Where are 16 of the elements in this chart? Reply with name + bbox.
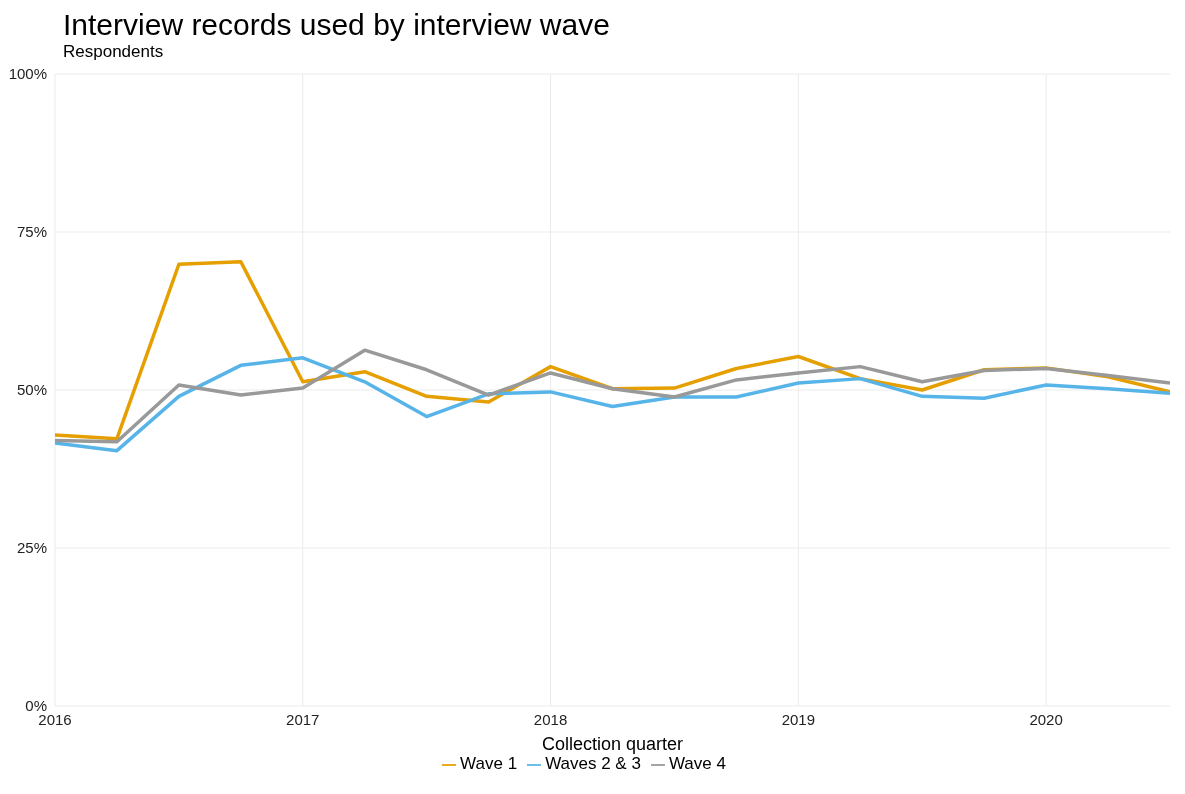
y-tick-label: 100% [8,65,47,83]
legend-label: Wave 1 [460,754,518,773]
legend-label: Waves 2 & 3 [545,754,641,773]
y-tick-label: 25% [16,539,47,557]
line-series [55,356,1170,453]
x-tick-label: 2017 [286,710,320,728]
x-tick-label: 2019 [781,710,816,728]
y-tick-label: 75% [16,223,47,241]
x-axis-title: Collection quarter [541,734,684,754]
x-tick-label: 2018 [533,710,568,728]
y-tick-label: 50% [16,381,47,399]
chart-title: Interview records used by interview wave [62,8,611,42]
legend-label: Wave 4 [668,754,726,773]
x-tick-label: 2020 [1029,710,1063,728]
chart-subtitle: Respondents [62,42,165,62]
line-series [55,348,1170,444]
